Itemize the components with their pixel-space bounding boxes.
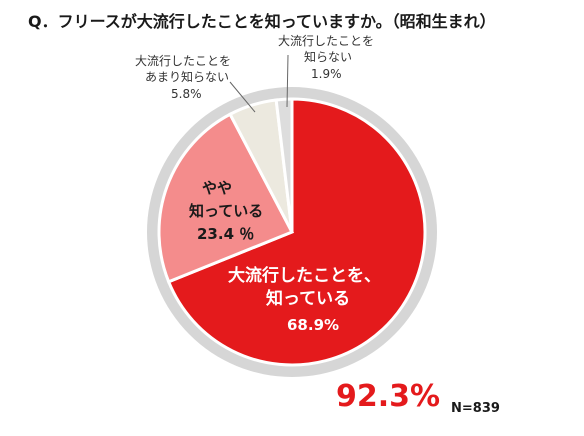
slice-label-aware-line2: 知っている <box>265 288 350 309</box>
slice-label-somewhat-line2: 知っている <box>189 202 263 220</box>
slice-label-aware-line1: 大流行したことを、 <box>228 265 381 286</box>
leader-line-unaware <box>286 54 289 108</box>
slice-label-unaware-line1: 大流行したことを <box>278 34 374 48</box>
total-percentage: 92.3% <box>336 379 440 414</box>
slice-value-barely: 5.8% <box>171 87 202 101</box>
slice-value-aware: 68.9% <box>287 316 339 334</box>
slice-value-unaware: 1.9% <box>311 67 342 81</box>
slice-label-somewhat-line1: やや <box>202 179 232 197</box>
slice-label-barely-line1: 大流行したことを <box>135 54 231 68</box>
sample-size: N=839 <box>451 401 500 416</box>
pie-slices <box>157 97 427 367</box>
slice-unaware <box>274 97 294 233</box>
chart-title: Q．フリースが大流行したことを知っていますか。（昭和生まれ） <box>28 12 496 31</box>
leader-line-barely <box>229 81 256 113</box>
slice-aware <box>166 97 427 367</box>
slice-value-somewhat: 23.4 ％ <box>197 225 254 243</box>
slice-label-unaware-line2: 知らない <box>304 50 352 64</box>
slice-somewhat-aware <box>157 112 295 284</box>
slice-label-barely-line2: あまり知らない <box>145 70 229 84</box>
